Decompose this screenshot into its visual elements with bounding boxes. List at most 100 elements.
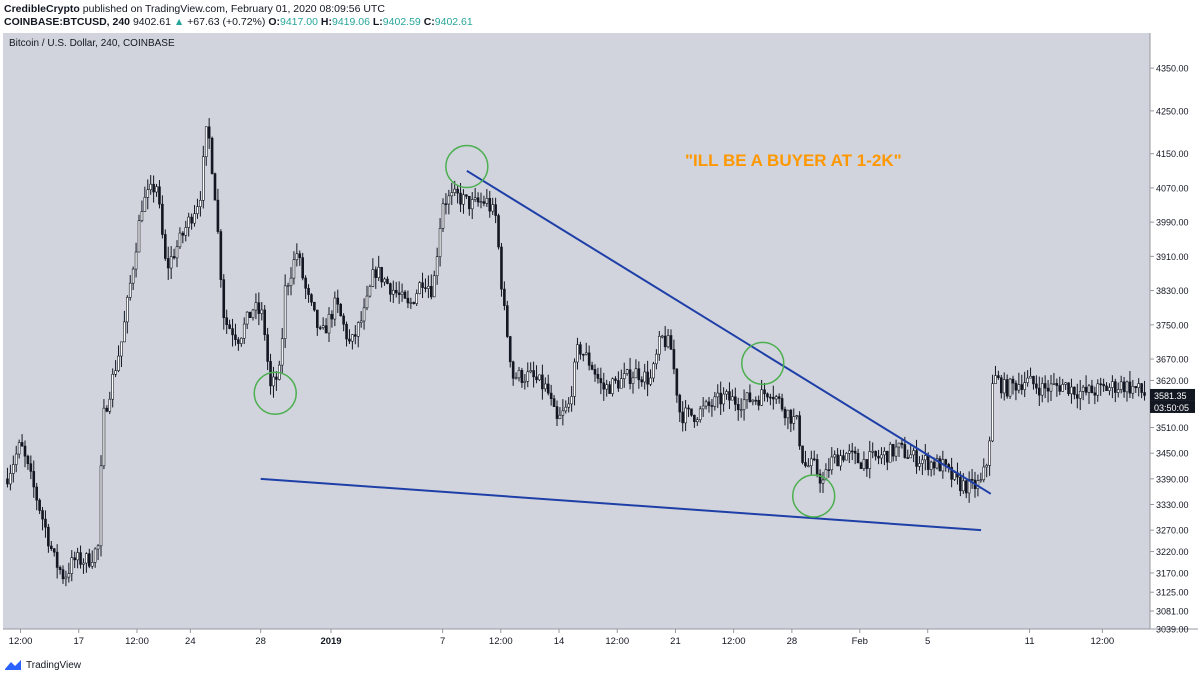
- candle-body: [1020, 384, 1024, 390]
- candle-body: [655, 353, 658, 365]
- candle-body: [1064, 382, 1067, 385]
- candle-body: [26, 455, 30, 465]
- lower-trendline[interactable]: [260, 477, 982, 532]
- candle-body: [1040, 383, 1044, 396]
- candle-body: [625, 369, 629, 374]
- candle-body: [64, 576, 68, 580]
- candle-body: [897, 442, 901, 448]
- candle-body: [1023, 382, 1026, 390]
- candle-body: [728, 391, 731, 401]
- candle-body: [123, 321, 126, 343]
- candle-body: [473, 197, 477, 200]
- candle-body: [462, 194, 465, 205]
- candle-body: [736, 404, 740, 411]
- candle-body: [6, 478, 9, 485]
- candle-body: [50, 545, 53, 549]
- candle-body: [894, 446, 898, 457]
- candle-body: [286, 285, 290, 287]
- price-chart[interactable]: Bitcoin / U.S. Dollar, 240, COINBASE 435…: [0, 31, 1200, 655]
- footer-brand[interactable]: TradingView: [26, 659, 82, 671]
- candle-body: [196, 206, 199, 214]
- candle-body: [90, 562, 94, 567]
- candle-body: [289, 277, 293, 286]
- candle-body: [1128, 381, 1132, 394]
- plot-area[interactable]: [3, 33, 1150, 629]
- candle-body: [333, 297, 337, 320]
- candle-body: [131, 268, 135, 284]
- candle-body: [576, 344, 579, 363]
- candle-body: [523, 380, 527, 383]
- candle-body: [292, 259, 296, 279]
- candle-body: [447, 195, 451, 205]
- candle-body: [465, 194, 468, 197]
- candle-body: [70, 557, 74, 574]
- tradingview-logo-icon[interactable]: [4, 659, 22, 671]
- candle-body: [85, 553, 88, 564]
- candle-body: [701, 405, 705, 410]
- candle-body: [1137, 383, 1140, 389]
- candle-body: [798, 415, 801, 447]
- x-tick-label: 14: [554, 636, 565, 647]
- candle-body: [985, 465, 988, 468]
- candle-body: [1061, 384, 1064, 392]
- candle-body: [529, 370, 532, 373]
- candle-body: [672, 349, 676, 370]
- candle-body: [570, 396, 573, 405]
- candle-body: [342, 315, 345, 325]
- annotation-text: "ILL BE A BUYER AT 1-2K": [685, 151, 902, 170]
- upper-trendline[interactable]: [466, 169, 992, 495]
- open-label: O:: [268, 16, 280, 28]
- candle-body: [184, 227, 188, 236]
- candle-body: [450, 192, 454, 197]
- candle-body: [67, 573, 71, 578]
- time-axis[interactable]: [3, 629, 1198, 651]
- candle-body: [617, 380, 620, 389]
- candle-body: [804, 462, 807, 467]
- candle-body: [199, 200, 202, 207]
- candle-body: [678, 394, 682, 413]
- candle-body: [850, 450, 854, 453]
- candle-body: [172, 256, 176, 259]
- candle-body: [532, 370, 535, 378]
- x-tick-label: 12:00: [722, 636, 746, 647]
- touch-circle-3[interactable]: [741, 341, 785, 386]
- candle-body: [266, 334, 269, 362]
- candle-body: [628, 369, 632, 384]
- close-value: 9402.61: [434, 16, 473, 28]
- candle-body: [649, 377, 652, 385]
- touch-circle-2[interactable]: [253, 371, 297, 416]
- candle-body: [856, 452, 860, 464]
- candle-body: [707, 401, 711, 406]
- candle-body: [354, 334, 357, 337]
- candle-body: [295, 253, 299, 261]
- touch-circle-1[interactable]: [445, 144, 489, 189]
- candle-body: [374, 269, 378, 278]
- x-tick-label: 11: [1025, 636, 1035, 647]
- candle-body: [666, 335, 670, 348]
- candle-body: [824, 469, 828, 481]
- candle-body: [409, 302, 413, 304]
- candle-body: [660, 335, 664, 338]
- candle-body: [380, 266, 383, 283]
- symbol-label[interactable]: COINBASE:BTCUSD, 240: [4, 16, 131, 28]
- candle-body: [23, 445, 27, 457]
- price-axis[interactable]: [1150, 33, 1198, 629]
- candle-body: [918, 463, 921, 467]
- candle-body: [967, 478, 971, 494]
- candle-body: [240, 337, 243, 344]
- candle-body: [538, 374, 541, 381]
- candle-body: [444, 203, 448, 206]
- candle-body: [839, 455, 842, 467]
- candle-body: [573, 361, 576, 397]
- candle-body: [14, 453, 18, 465]
- author-name[interactable]: CredibleCrypto: [4, 3, 80, 15]
- candle-body: [117, 355, 120, 371]
- candle-body: [929, 461, 933, 470]
- touch-circle-4[interactable]: [791, 474, 836, 518]
- candle-body: [41, 510, 44, 520]
- candle-body: [646, 371, 649, 385]
- candle-body: [482, 201, 486, 204]
- candle-body: [675, 368, 679, 396]
- x-tick-label: 24: [185, 636, 196, 647]
- candle-body: [88, 553, 91, 567]
